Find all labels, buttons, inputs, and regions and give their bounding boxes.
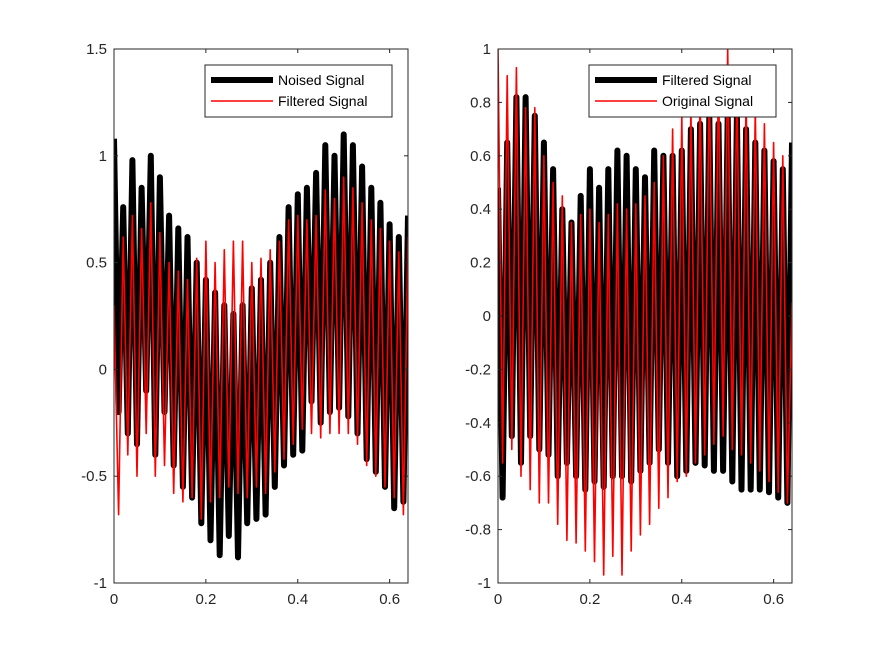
legend-box (204, 64, 393, 118)
y-tick-label: 1 (483, 41, 491, 58)
x-tick-label: 0.2 (579, 591, 600, 608)
legend-label: Noised Signal (278, 72, 364, 88)
y-tick-label: 0.4 (470, 201, 491, 218)
legend: Filtered Signal Original Signal (588, 64, 777, 118)
y-tick-label: -0.5 (81, 468, 107, 485)
x-tick-label: 0 (494, 591, 502, 608)
y-tick-label: 1 (99, 148, 107, 165)
y-tick-label: 0.8 (470, 94, 491, 111)
y-tick-label: 0 (483, 308, 491, 325)
y-tick-label: -0.4 (465, 415, 491, 432)
legend-label: Original Signal (662, 93, 753, 109)
series-group (498, 49, 792, 576)
legend: Noised Signal Filtered Signal (204, 64, 393, 118)
legend-label: Filtered Signal (662, 72, 752, 88)
x-tick-label: 0.4 (287, 591, 308, 608)
y-tick-label: 0.5 (86, 255, 107, 272)
legend-box (588, 64, 777, 118)
right-subplot: 0 0.2 0.4 0.6 -1 -0.8 -0.6 -0.4 -0.2 0 0.2 0.4 0.6 0.… (465, 41, 793, 608)
legend-label: Filtered Signal (278, 93, 368, 109)
y-tick-label: -0.6 (465, 468, 491, 485)
x-tick-label: 0.4 (671, 591, 692, 608)
y-tick-label: 1.5 (86, 41, 107, 58)
x-tick-label: 0.6 (763, 591, 784, 608)
series-line-2 (498, 49, 792, 576)
series-group (114, 131, 408, 561)
y-tick-label: 0.6 (470, 148, 491, 165)
y-tick-label: -0.2 (465, 361, 491, 378)
x-tick-label: 0 (110, 591, 118, 608)
axes-box (113, 48, 409, 584)
y-tick-label: -1 (94, 575, 107, 592)
y-tick-label: -1 (478, 575, 491, 592)
y-tick-label: 0.2 (470, 255, 491, 272)
series-line-2 (114, 176, 408, 520)
y-tick-label: 0 (99, 361, 107, 378)
x-tick-label: 0.6 (379, 591, 400, 608)
y-tick-label: -0.8 (465, 522, 491, 539)
left-subplot: 0 0.2 0.4 0.6 -1 -0.5 0 0.5 1 1.5 Noised Signal Fil… (81, 41, 409, 608)
x-tick-label: 0.2 (195, 591, 216, 608)
